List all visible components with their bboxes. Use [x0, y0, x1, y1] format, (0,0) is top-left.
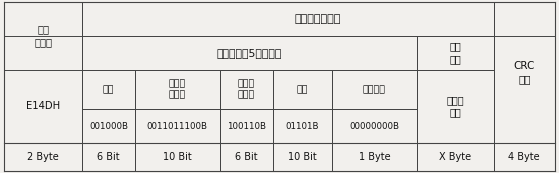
Bar	[273, 109, 332, 143]
Text: 1 Byte: 1 Byte	[358, 152, 390, 162]
Bar	[82, 2, 555, 36]
Text: X Byte: X Byte	[439, 152, 471, 162]
Bar	[273, 143, 332, 171]
Bar	[220, 143, 273, 171]
Bar	[494, 2, 555, 143]
Bar	[82, 109, 135, 143]
Text: 帧序列号: 帧序列号	[363, 85, 386, 94]
Text: 帧主导头（5个字节）: 帧主导头（5个字节）	[216, 48, 282, 58]
Text: 地址
同步字: 地址 同步字	[34, 24, 52, 47]
Text: 帧长: 帧长	[297, 85, 308, 94]
Bar	[135, 70, 220, 109]
Bar	[220, 109, 273, 143]
Text: 4 Byte: 4 Byte	[509, 152, 540, 162]
Bar	[416, 143, 494, 171]
Bar	[332, 109, 416, 143]
Bar	[82, 36, 416, 70]
Bar	[4, 143, 82, 171]
Bar	[273, 70, 332, 109]
Bar	[416, 70, 494, 143]
Text: 100110B: 100110B	[227, 122, 266, 131]
Bar	[416, 36, 494, 70]
Text: 00000000B: 00000000B	[349, 122, 399, 131]
Text: 001000B: 001000B	[89, 122, 128, 131]
Text: 0011011100B: 0011011100B	[147, 122, 208, 131]
Bar	[220, 70, 273, 109]
Bar	[82, 143, 135, 171]
Text: 10 Bit: 10 Bit	[288, 152, 317, 162]
Bar	[332, 70, 416, 109]
Bar	[82, 70, 135, 109]
Bar	[135, 143, 220, 171]
Text: E14DH: E14DH	[26, 101, 60, 111]
Text: 2 Byte: 2 Byte	[27, 152, 59, 162]
Text: 6 Bit: 6 Bit	[97, 152, 120, 162]
Text: 虚拟信
道识别: 虚拟信 道识别	[238, 79, 255, 99]
Bar	[4, 2, 82, 143]
Bar	[332, 143, 416, 171]
Text: 01101B: 01101B	[286, 122, 319, 131]
Text: 固定: 固定	[103, 85, 114, 94]
Bar	[494, 143, 555, 171]
Text: 间接指
令码: 间接指 令码	[447, 95, 464, 118]
Text: 间接指令传送帧: 间接指令传送帧	[295, 14, 342, 24]
Text: 航天器
识别字: 航天器 识别字	[169, 79, 186, 99]
Text: 10 Bit: 10 Bit	[163, 152, 192, 162]
Text: CRC
校验: CRC 校验	[514, 61, 535, 84]
Text: 帧数
据域: 帧数 据域	[449, 41, 461, 64]
Bar	[135, 109, 220, 143]
Text: 6 Bit: 6 Bit	[235, 152, 258, 162]
